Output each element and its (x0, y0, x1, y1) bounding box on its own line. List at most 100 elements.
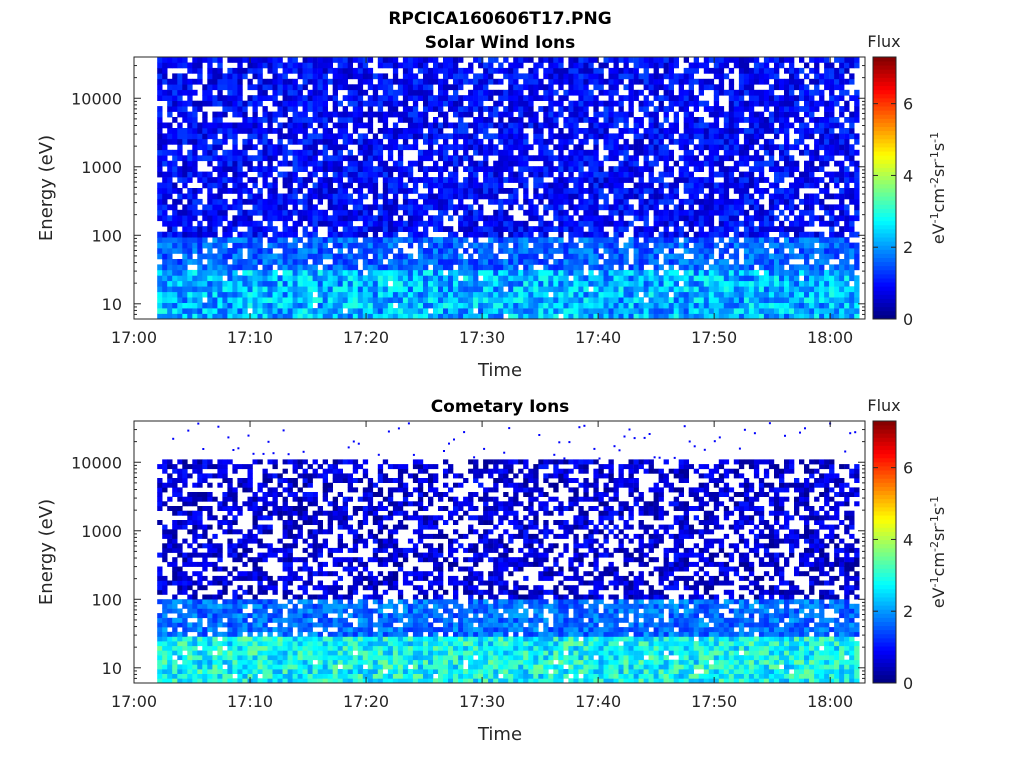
spectrogram-cell (568, 291, 574, 298)
spectrogram-cell (397, 248, 404, 254)
spectrogram-cell (643, 188, 649, 194)
spectrogram-cell (357, 242, 364, 249)
spectrogram-cell (242, 280, 248, 287)
spectrogram-cell (743, 259, 750, 265)
spectrogram-cell (568, 259, 574, 265)
spectrogram-cell (282, 198, 288, 205)
spectrogram-cell (202, 253, 208, 260)
spectrogram-cell (533, 313, 539, 320)
spectrogram-cell (588, 280, 594, 287)
spectrogram-cell (538, 106, 544, 112)
spectrogram-cell (367, 286, 374, 293)
spectrogram-cell (282, 149, 288, 156)
spectrogram-cell (387, 248, 394, 254)
spectrogram-cell (774, 160, 780, 167)
spectrogram-cell (367, 117, 374, 123)
spectrogram-cell (162, 259, 168, 265)
spectrogram-cell (302, 280, 308, 287)
spectrogram-cell (187, 84, 193, 91)
spectrogram-cell (598, 269, 604, 276)
spectrogram-cell (282, 78, 288, 85)
spectrogram-cell (548, 302, 554, 309)
spectrogram-cell (738, 286, 745, 293)
spectrogram-cell (337, 67, 343, 74)
spectrogram-cell (192, 193, 198, 200)
spectrogram-cell (663, 111, 669, 118)
spectrogram-cell (503, 248, 509, 254)
spectrogram-cell (543, 248, 549, 254)
spectrogram-cell (182, 160, 188, 167)
spectrogram-cell (192, 166, 198, 172)
spectrogram-cell (367, 259, 374, 265)
spectrogram-cell (523, 237, 529, 243)
spectrogram-cell (227, 286, 233, 293)
spectrogram-cell (177, 291, 183, 298)
spectrogram-cell (563, 106, 569, 112)
spectrogram-cell (172, 160, 178, 167)
spectrogram-cell (257, 231, 263, 238)
spectrogram-cell (207, 155, 213, 162)
spectrogram-cell (423, 313, 429, 320)
spectrogram-cell (217, 237, 223, 243)
spectrogram-cell (297, 62, 303, 69)
spectrogram-cell (733, 149, 740, 156)
spectrogram-cell (382, 291, 389, 298)
spectrogram-cell (488, 215, 494, 222)
spectrogram-cell (327, 297, 333, 303)
spectrogram-cell (563, 122, 569, 129)
spectrogram-cell (287, 264, 293, 271)
spectrogram-cell (588, 177, 594, 183)
spectrogram-cell (508, 275, 514, 282)
spectrogram-cell (708, 78, 715, 85)
spectrogram-cell (347, 182, 353, 189)
spectrogram-cell (297, 177, 303, 183)
spectrogram-cell (593, 220, 599, 227)
spectrogram-cell (638, 242, 644, 249)
spectrogram-cell (738, 209, 745, 216)
spectrogram-cell (668, 182, 674, 189)
spectrogram-cell (207, 149, 213, 156)
spectrogram-cell (197, 106, 203, 112)
spectrogram-cell (768, 253, 775, 260)
spectrogram-cell (573, 226, 579, 232)
spectrogram-cell (573, 220, 579, 227)
spectrogram-cell (287, 62, 293, 69)
spectrogram-cell (468, 264, 474, 271)
spectrogram-cell (779, 226, 785, 232)
spectrogram-cell (252, 253, 258, 260)
spectrogram-cell (312, 226, 318, 232)
spectrogram-cell (648, 297, 654, 303)
spectrogram-cell (287, 308, 293, 314)
spectrogram-cell (332, 198, 338, 205)
spectrogram-cell (738, 188, 745, 194)
spectrogram-cell (448, 144, 454, 151)
spectrogram-cell (528, 155, 534, 162)
spectrogram-cell (738, 275, 745, 282)
spectrogram-cell (267, 95, 273, 101)
spectrogram-cell (493, 291, 499, 298)
spectrogram-cell (558, 166, 564, 172)
spectrogram-cell (292, 302, 298, 309)
spectrogram-cell (182, 182, 188, 189)
spectrogram-cell (784, 155, 790, 162)
spectrogram-cell (663, 280, 669, 287)
spectrogram-cell (763, 226, 770, 232)
spectrogram-cell (563, 188, 569, 194)
spectrogram-cell (197, 253, 203, 260)
spectrogram-cell (518, 95, 524, 101)
spectrogram-cell (428, 182, 434, 189)
spectrogram-cell (478, 106, 484, 112)
spectrogram-cell (227, 269, 233, 276)
spectrogram-cell (448, 100, 454, 107)
spectrogram-cell (648, 73, 654, 80)
spectrogram-cell (633, 117, 639, 123)
spectrogram-cell (382, 89, 389, 96)
spectrogram-cell (453, 67, 459, 74)
spectrogram-cell (232, 133, 238, 140)
spectrogram-cell (167, 106, 173, 112)
spectrogram-cell (723, 198, 730, 205)
spectrogram-cell (182, 78, 188, 85)
spectrogram-cell (207, 209, 213, 216)
spectrogram-cell (267, 291, 273, 298)
spectrogram-cell (167, 149, 173, 156)
